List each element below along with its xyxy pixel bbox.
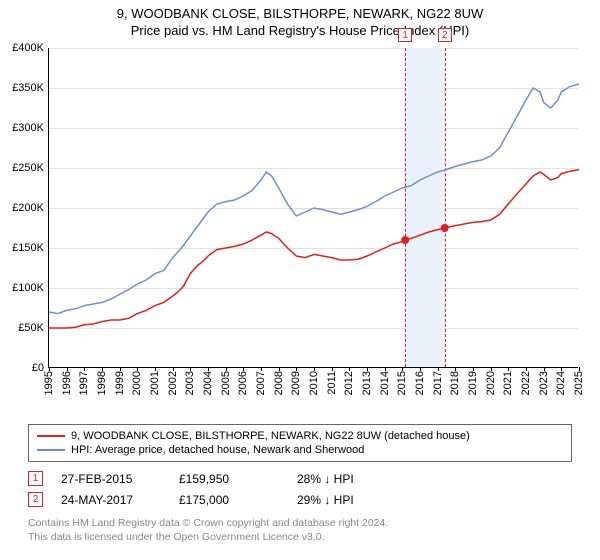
- series-svg: [49, 48, 579, 368]
- legend-swatch: [37, 435, 65, 437]
- x-tick-label: 2008: [273, 371, 285, 395]
- x-tick-label: 2003: [184, 371, 196, 395]
- y-tick-label: £150K: [12, 242, 44, 254]
- x-tick-label: 2010: [308, 371, 320, 395]
- sale-delta: 29% ↓ HPI: [297, 493, 397, 507]
- legend-label: 9, WOODBANK CLOSE, BILSTHORPE, NEWARK, N…: [71, 430, 470, 442]
- x-tick-label: 1995: [43, 371, 55, 395]
- y-tick-label: £300K: [12, 122, 44, 134]
- sale-price: £175,000: [179, 493, 279, 507]
- event-badge: 2: [438, 28, 452, 42]
- x-tick-label: 2011: [326, 371, 338, 395]
- x-tick-label: 2015: [396, 371, 408, 395]
- x-tick-label: 2020: [485, 371, 497, 395]
- x-tick-label: 2012: [343, 371, 355, 395]
- title-address: 9, WOODBANK CLOSE, BILSTHORPE, NEWARK, N…: [0, 6, 600, 21]
- y-tick-label: £400K: [12, 42, 44, 54]
- sales-table: 1 27-FEB-2015 £159,950 28% ↓ HPI 2 24-MAY-201…: [28, 468, 572, 510]
- x-tick-label: 1999: [114, 371, 126, 395]
- legend: 9, WOODBANK CLOSE, BILSTHORPE, NEWARK, N…: [28, 424, 572, 462]
- y-tick-label: £50K: [18, 322, 44, 334]
- sale-delta: 28% ↓ HPI: [297, 472, 397, 486]
- sale-badge: 1: [28, 471, 43, 486]
- x-tick-label: 2001: [149, 371, 161, 395]
- series-subject: [49, 170, 579, 328]
- x-tick-label: 1996: [61, 371, 73, 395]
- chart: £0£50K£100K£150K£200K£250K£300K£350K£400…: [0, 38, 600, 418]
- x-tick-label: 1998: [96, 371, 108, 395]
- x-tick-label: 2013: [361, 371, 373, 395]
- x-tick-label: 2023: [538, 371, 550, 395]
- x-tick-label: 2019: [467, 371, 479, 395]
- x-tick-label: 1997: [78, 371, 90, 395]
- footer-attribution: Contains HM Land Registry data © Crown c…: [28, 516, 572, 544]
- x-tick-label: 2007: [255, 371, 267, 395]
- sale-date: 24-MAY-2017: [61, 493, 161, 507]
- x-tick-label: 2018: [449, 371, 461, 395]
- y-tick-label: £350K: [12, 82, 44, 94]
- plot-area: £0£50K£100K£150K£200K£250K£300K£350K£400…: [48, 48, 578, 368]
- y-tick-label: £100K: [12, 282, 44, 294]
- sale-badge: 2: [28, 492, 43, 507]
- title-subtitle: Price paid vs. HM Land Registry's House …: [0, 23, 600, 38]
- x-tick-label: 2017: [432, 371, 444, 395]
- x-tick-label: 2005: [220, 371, 232, 395]
- x-tick-label: 2025: [573, 371, 585, 395]
- y-tick-label: £250K: [12, 162, 44, 174]
- series-hpi: [49, 84, 579, 314]
- x-tick-label: 2022: [520, 371, 532, 395]
- footer-line2: This data is licensed under the Open Gov…: [28, 530, 572, 544]
- legend-swatch: [37, 449, 65, 451]
- legend-row: 9, WOODBANK CLOSE, BILSTHORPE, NEWARK, N…: [37, 429, 563, 443]
- x-tick-label: 2021: [502, 371, 514, 395]
- legend-row: HPI: Average price, detached house, Newa…: [37, 443, 563, 457]
- legend-label: HPI: Average price, detached house, Newa…: [71, 444, 364, 456]
- x-tick-label: 2009: [290, 371, 302, 395]
- sale-row: 1 27-FEB-2015 £159,950 28% ↓ HPI: [28, 468, 572, 489]
- x-tick-label: 2006: [237, 371, 249, 395]
- sale-price: £159,950: [179, 472, 279, 486]
- sale-marker: [441, 224, 449, 232]
- x-tick-label: 2016: [414, 371, 426, 395]
- y-tick-label: £200K: [12, 202, 44, 214]
- x-tick-label: 2024: [555, 371, 567, 395]
- x-tick-label: 2014: [379, 371, 391, 395]
- sale-row: 2 24-MAY-2017 £175,000 29% ↓ HPI: [28, 489, 572, 510]
- footer-line1: Contains HM Land Registry data © Crown c…: [28, 516, 572, 530]
- x-tick-label: 2000: [131, 371, 143, 395]
- sale-date: 27-FEB-2015: [61, 472, 161, 486]
- event-badge: 1: [398, 28, 412, 42]
- x-tick-label: 2004: [202, 371, 214, 395]
- x-tick-label: 2002: [167, 371, 179, 395]
- sale-marker: [401, 236, 409, 244]
